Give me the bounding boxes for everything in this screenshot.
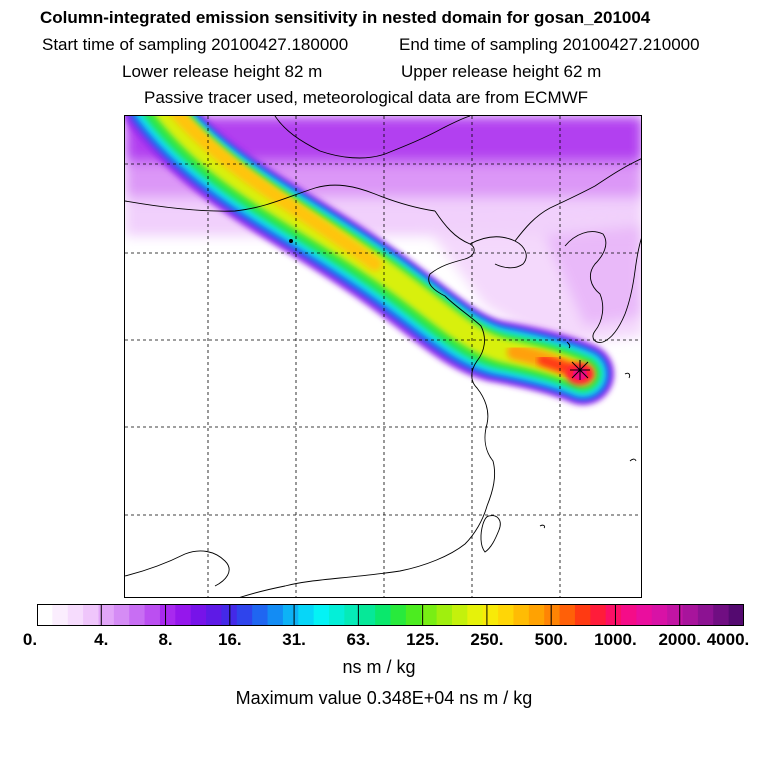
plume-band-orange (170, 116, 382, 271)
colorbar-cell (282, 604, 299, 626)
colorbar-tick-label: 8. (158, 630, 173, 649)
start-time-label: Start time of sampling 20100427.180000 (42, 35, 349, 54)
colorbar-cell (728, 604, 744, 626)
colorbar-cell (129, 604, 146, 626)
colorbar-tick-label: 4000. (706, 630, 750, 649)
map-title: Column-integrated emission sensitivity i… (40, 8, 651, 27)
maximum-value-label: Maximum value 0.348E+04 ns m / kg (235, 688, 533, 708)
colorbar-tick-label: 1000. (594, 630, 637, 649)
colorbar-cell (559, 604, 576, 626)
colorbar-cell (421, 604, 438, 626)
colorbar-cell (544, 604, 561, 626)
sensitivity-map (124, 115, 642, 598)
colorbar-cell (667, 604, 684, 626)
lower-height-label: Lower release height 82 m (122, 62, 323, 81)
colorbar-cell (451, 604, 468, 626)
colorbar-cell (390, 604, 407, 626)
colorbar-cell (190, 604, 207, 626)
colorbar-cell (113, 604, 130, 626)
colorbar-cell (621, 604, 637, 626)
colorbar-cell (713, 604, 730, 626)
colorbar-tick-label: 63. (346, 630, 371, 649)
end-time-label: End time of sampling 20100427.210000 (399, 35, 700, 54)
receptor-star-icon (570, 360, 590, 380)
colorbar-tick-label: 500. (534, 630, 568, 649)
plume (125, 116, 614, 405)
colorbar-tick-label: 2000. (658, 630, 701, 649)
colorbar-tick-label: 31. (282, 630, 306, 649)
colorbar-cell (697, 604, 714, 626)
upper-height-label: Upper release height 62 m (401, 62, 602, 81)
colorbar-tick-label: 125. (406, 630, 440, 649)
colorbar-cells (37, 604, 744, 626)
colorbar-cell (344, 604, 361, 626)
colorbar-tick-label: 4. (94, 630, 109, 649)
colorbar-cell (298, 604, 315, 626)
colorbar-cell (467, 604, 484, 626)
colorbar-cell (144, 604, 161, 626)
colorbar-cell (313, 604, 330, 626)
map-svg (125, 116, 641, 597)
colorbar-cell (83, 604, 99, 626)
colorbar-cell (405, 604, 422, 626)
unit-label: ns m / kg (342, 657, 416, 677)
graticule (125, 116, 641, 597)
colorbar-tick-label: 250. (470, 630, 504, 649)
colorbar-cell (175, 604, 192, 626)
colorbar-cell (651, 604, 668, 626)
colorbar-cell (590, 604, 607, 626)
colorbar-cell (482, 604, 499, 626)
colorbar-cell (267, 604, 284, 626)
colorbar-cell (498, 604, 514, 626)
colorbar-tick-label: 16. (217, 630, 242, 649)
station-dot (289, 239, 293, 243)
colorbar-cell (574, 604, 591, 626)
colorbar-cell (436, 604, 453, 626)
colorbar (37, 604, 744, 626)
colorbar-cell (67, 604, 84, 626)
colorbar-tick-label: 0. (22, 630, 38, 649)
colorbar-cell (636, 604, 653, 626)
colorbar-cell (252, 604, 269, 626)
colorbar-cell (528, 604, 545, 626)
colorbar-cell (375, 604, 391, 626)
colorbar-cell (513, 604, 530, 626)
colorbar-cell (359, 604, 376, 626)
colorbar-cell (682, 604, 699, 626)
tracer-note: Passive tracer used, meteorological data… (144, 88, 589, 107)
colorbar-cell (236, 604, 253, 626)
colorbar-cell (98, 604, 115, 626)
colorbar-cell (605, 604, 622, 626)
colorbar-cell (206, 604, 222, 626)
background-sensitivity-field (125, 116, 641, 346)
colorbar-ticks (100, 604, 681, 626)
colorbar-cell (329, 604, 345, 626)
colorbar-cell (37, 604, 53, 626)
colorbar-cell (159, 604, 176, 626)
colorbar-cell (52, 604, 69, 626)
coastlines (125, 116, 641, 597)
